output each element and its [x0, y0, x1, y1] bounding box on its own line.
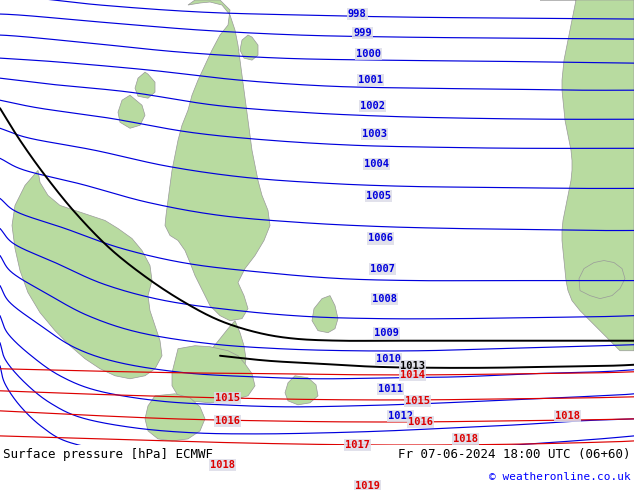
Text: 1018: 1018 [210, 460, 235, 470]
Text: 1011: 1011 [378, 384, 403, 394]
Polygon shape [285, 376, 318, 405]
Text: © weatheronline.co.uk: © weatheronline.co.uk [489, 472, 631, 482]
Text: 1002: 1002 [360, 101, 385, 111]
Text: 1007: 1007 [370, 264, 395, 273]
Polygon shape [540, 0, 634, 351]
Text: 998: 998 [348, 9, 366, 19]
Polygon shape [312, 295, 338, 333]
Polygon shape [172, 346, 255, 403]
Text: 1008: 1008 [372, 294, 397, 304]
Text: 1015: 1015 [405, 396, 430, 406]
Polygon shape [240, 35, 258, 60]
Polygon shape [118, 95, 145, 128]
Text: 1005: 1005 [366, 192, 391, 201]
Text: 1019: 1019 [355, 481, 380, 490]
Text: 1006: 1006 [368, 234, 393, 244]
Polygon shape [208, 320, 246, 386]
Text: 1016: 1016 [408, 417, 433, 427]
Text: 1009: 1009 [374, 328, 399, 338]
Text: 1000: 1000 [356, 49, 381, 59]
Polygon shape [145, 394, 205, 441]
Text: 1016: 1016 [215, 416, 240, 426]
Text: 999: 999 [353, 28, 372, 38]
Text: 1018: 1018 [555, 411, 580, 421]
Text: Fr 07-06-2024 18:00 UTC (06+60): Fr 07-06-2024 18:00 UTC (06+60) [399, 447, 631, 461]
Text: 1004: 1004 [364, 159, 389, 170]
Text: 1001: 1001 [358, 75, 383, 85]
Polygon shape [135, 72, 155, 98]
Text: 1013: 1013 [400, 361, 425, 371]
Text: Surface pressure [hPa] ECMWF: Surface pressure [hPa] ECMWF [3, 447, 213, 461]
Text: 1017: 1017 [345, 440, 370, 450]
Polygon shape [165, 0, 270, 320]
Text: 1018: 1018 [453, 434, 478, 444]
Text: 1015: 1015 [215, 393, 240, 403]
Text: 1003: 1003 [362, 129, 387, 139]
Text: 1010: 1010 [376, 354, 401, 364]
Polygon shape [12, 171, 162, 379]
Text: 1012: 1012 [388, 411, 413, 421]
Text: 1014: 1014 [400, 370, 425, 380]
Polygon shape [579, 261, 625, 298]
